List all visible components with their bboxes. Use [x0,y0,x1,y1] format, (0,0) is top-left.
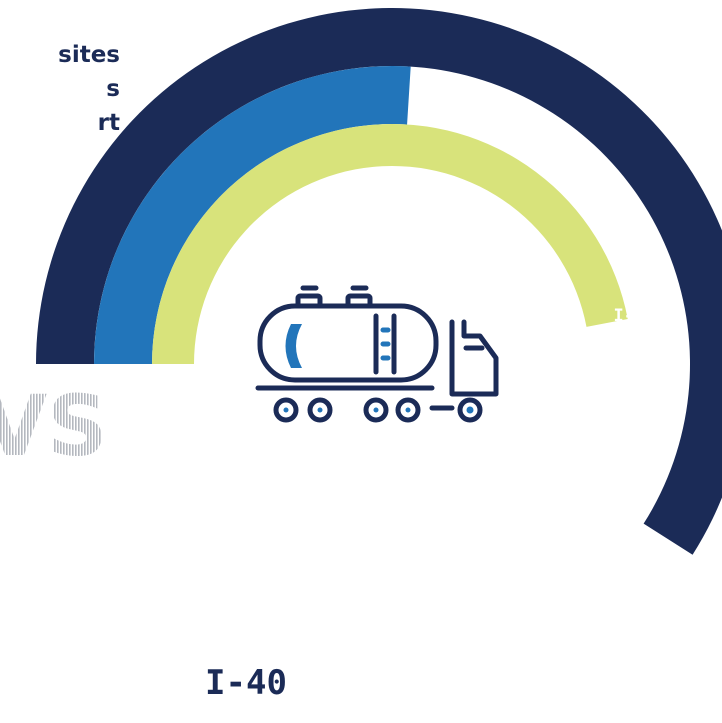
side-word: VS [0,377,108,475]
tanker-truck-icon [255,285,499,423]
ring-label-i-80: I-80 [458,537,499,557]
intro-text: sites s rt e [0,38,120,174]
ring-label-i-40: I-40 [205,663,287,703]
intro-line-1: sites [58,42,120,68]
intro-line-2: s [106,76,120,102]
ring-label-i-10: I-10 [614,306,655,326]
intro-line-3: rt [97,110,120,136]
ring-i-10 [94,66,411,364]
ring-i-80 [152,123,628,364]
